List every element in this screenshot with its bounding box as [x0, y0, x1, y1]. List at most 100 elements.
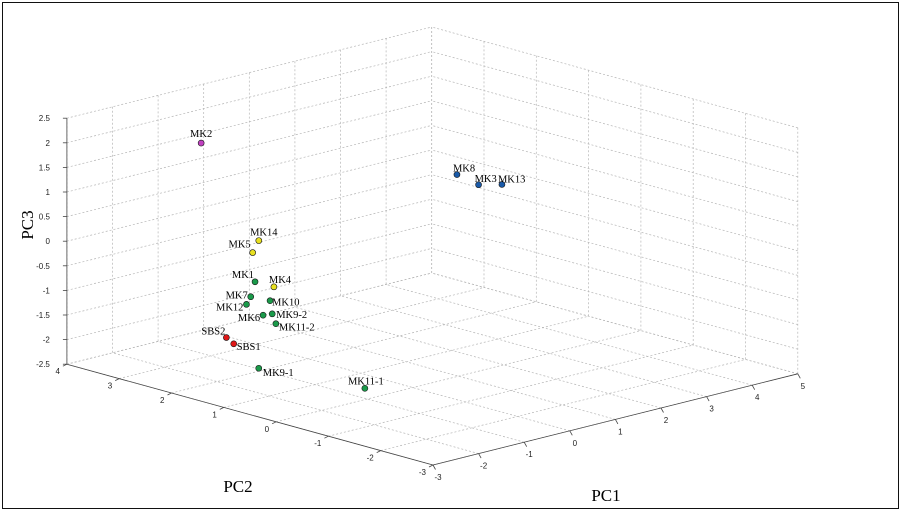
data-point-sbs1 [230, 340, 238, 348]
data-point-mk8 [453, 171, 461, 178]
grid-line-floor [294, 306, 662, 409]
z-tick-label: 1 [45, 188, 50, 197]
point-label-mk3: MK3 [475, 174, 497, 185]
point-label-mk11-2: MK11-2 [279, 323, 315, 334]
point-label-mk2: MK2 [190, 129, 212, 140]
data-point-mk11-1 [361, 385, 369, 392]
grid-line-side-wall [431, 149, 798, 252]
grid-line-side-wall [431, 248, 798, 350]
y-tick-label: -3 [419, 468, 427, 477]
y-tick-label: 1 [212, 410, 217, 419]
grid-line-floor [276, 330, 641, 423]
data-point-mk3 [475, 181, 482, 189]
x-tick-mark [706, 396, 710, 402]
point-label-mk11-1: MK11-1 [348, 376, 384, 387]
grid-line-back-wall [66, 51, 432, 144]
y-tick-mark [428, 464, 434, 468]
data-points [197, 139, 506, 392]
grid-line-back-wall [66, 272, 432, 365]
data-point-mk1 [251, 278, 259, 286]
grid-line-floor [171, 301, 537, 394]
y-tick-mark [167, 392, 172, 396]
point-label-mk1: MK1 [232, 270, 254, 281]
point-label-mk7: MK7 [226, 291, 248, 302]
point-label-mk9-1: MK9-1 [263, 368, 294, 379]
y-tick-mark [219, 407, 224, 410]
x-tick-mark [523, 442, 528, 447]
grid-line-back-wall [66, 198, 432, 291]
y-tick-mark [271, 421, 277, 425]
grid-line-back-wall [66, 174, 432, 267]
point-label-mk5: MK5 [229, 240, 251, 251]
grid-line-side-wall [431, 51, 798, 153]
y-tick-mark [324, 435, 329, 439]
x-tick-label: 3 [709, 405, 714, 414]
y-tick-label: -2 [367, 454, 375, 463]
y-tick-mark [115, 378, 120, 381]
grid-line-back-wall [66, 75, 432, 168]
x-tick-label: 1 [618, 427, 623, 436]
grid-line-back-wall [66, 100, 432, 193]
z-tick-label: 2.5 [39, 114, 51, 123]
point-label-mk9-2: MK9-2 [276, 310, 307, 321]
point-label-sbs1: SBS1 [237, 342, 261, 353]
grid-line-floor [158, 341, 525, 443]
tick-labels: -3 -2 -1 0 1 2 3 4 5 -3 -2 -1 0 1 2 3 4 -2.5 -2 -1.5 -1 -0.5 0… [36, 114, 805, 482]
y-tick-label: 4 [55, 367, 60, 376]
grid-line-floor [119, 287, 485, 379]
y-tick-label: 3 [108, 382, 113, 391]
grid-line-side-wall [431, 75, 798, 178]
grid-line-side-wall [431, 174, 798, 276]
y-axis-label: PC2 [223, 477, 252, 496]
x-tick-mark [478, 453, 482, 459]
data-point-mk6 [259, 311, 267, 319]
z-tick-label: -1 [43, 286, 51, 295]
y-tick-mark [376, 450, 381, 453]
grid-line-side-wall [431, 198, 798, 301]
point-label-mk14: MK14 [250, 228, 278, 239]
x-tick-label: 2 [664, 416, 669, 425]
grid-line-side-wall [431, 125, 798, 227]
point-label-sbs2: SBS2 [201, 327, 225, 338]
point-label-mk12: MK12 [216, 302, 243, 313]
point-label-mk13: MK13 [498, 174, 525, 185]
grid-line-back-wall [66, 223, 432, 316]
y-tick-label: 2 [160, 396, 165, 405]
grid-line-floor [328, 344, 694, 437]
grid-line-back-wall [66, 26, 432, 119]
grid-lines [66, 26, 799, 466]
x-tick-mark [432, 464, 436, 470]
grid-line-floor [203, 329, 570, 432]
data-point-mk14 [255, 237, 263, 244]
z-axis-label: PC3 [18, 210, 37, 239]
grid-line-side-wall [431, 223, 798, 325]
grid-line-back-wall [66, 125, 432, 217]
grid-line-floor [249, 318, 616, 420]
x-tick-mark [569, 430, 573, 436]
data-point-mk7 [247, 293, 255, 301]
grid-line-side-wall [431, 26, 798, 129]
z-tick-label: -0.5 [36, 262, 50, 271]
axis-edges [62, 117, 801, 470]
x-tick-label: 0 [573, 439, 578, 448]
data-point-mk13 [498, 181, 506, 188]
z-tick-label: 0 [45, 237, 50, 246]
x-tick-label: -3 [434, 473, 442, 482]
grid-line-floor [340, 295, 707, 397]
y-tick-label: -1 [314, 439, 322, 448]
point-label-mk4: MK4 [269, 275, 292, 286]
z-tick-label: -2.5 [36, 360, 50, 369]
grid-line-floor [386, 284, 753, 386]
y-tick-label: 0 [265, 425, 270, 434]
z-tick-label: 1.5 [39, 163, 51, 172]
x-tick-label: -1 [526, 450, 534, 459]
data-point-mk2 [197, 139, 205, 147]
point-label-mk6: MK6 [238, 313, 260, 324]
x-tick-mark [660, 407, 664, 413]
x-tick-mark [797, 373, 801, 379]
point-label-mk8: MK8 [453, 164, 475, 175]
x-tick-label: -2 [480, 462, 488, 471]
grid-line-back-wall [66, 149, 432, 242]
